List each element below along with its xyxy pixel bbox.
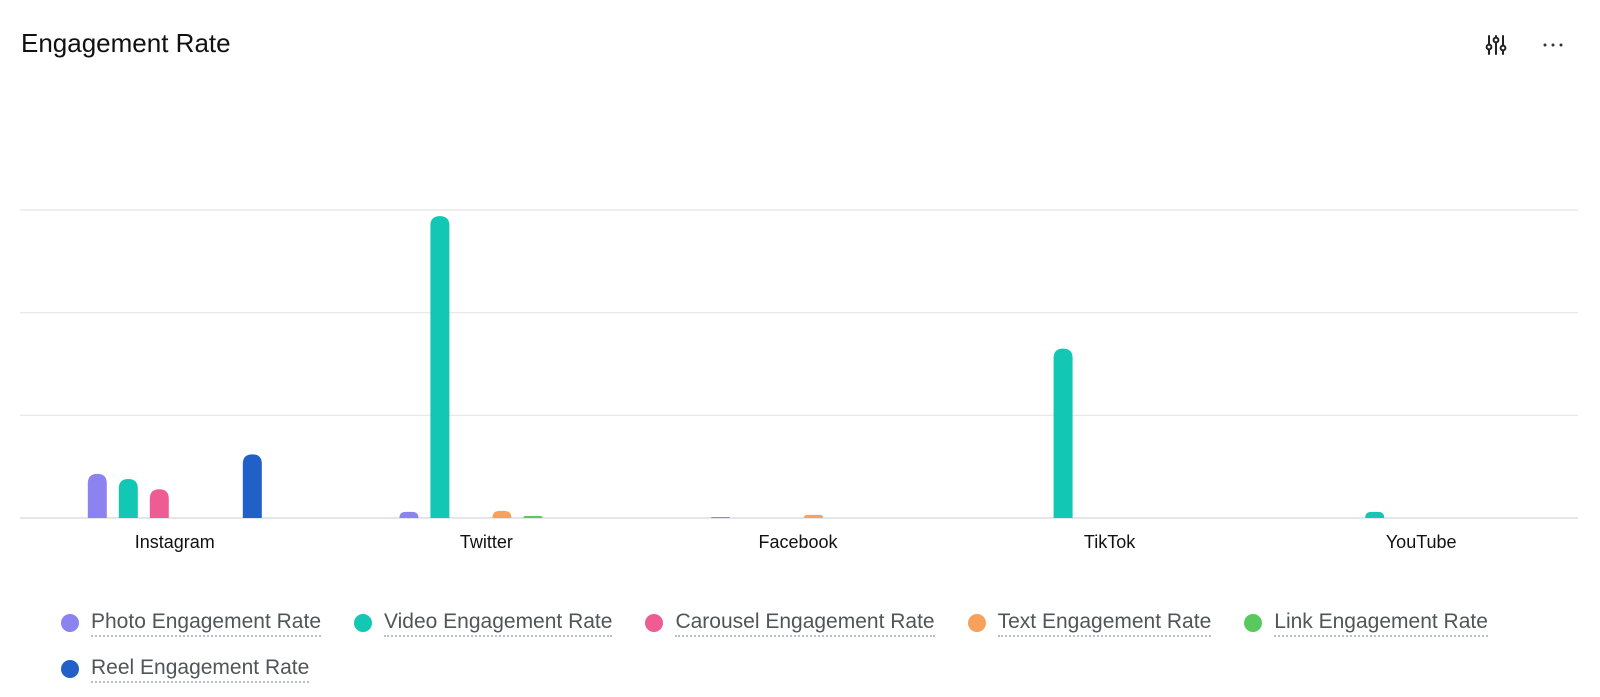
- more-horizontal-icon: [1543, 43, 1563, 47]
- legend-label: Link Engagement Rate: [1274, 610, 1488, 637]
- bar[interactable]: [118, 478, 138, 518]
- x-tick-label: Instagram: [135, 532, 215, 552]
- bar[interactable]: [430, 216, 450, 518]
- bar[interactable]: [242, 454, 262, 518]
- legend-item[interactable]: Text Engagement Rate: [965, 610, 1212, 637]
- x-tick-label: TikTok: [1084, 532, 1136, 552]
- filter-settings-button[interactable]: [1479, 28, 1513, 62]
- bar[interactable]: [1053, 348, 1073, 518]
- bar[interactable]: [399, 511, 419, 518]
- bar[interactable]: [149, 489, 169, 518]
- legend-label: Carousel Engagement Rate: [675, 610, 935, 637]
- bar[interactable]: [87, 473, 107, 518]
- legend-label: Text Engagement Rate: [997, 610, 1212, 637]
- x-tick-label: Twitter: [460, 532, 513, 552]
- legend-label: Video Engagement Rate: [384, 610, 613, 637]
- bar[interactable]: [492, 510, 512, 518]
- bar[interactable]: [711, 516, 730, 518]
- bar[interactable]: [804, 514, 823, 518]
- legend-item[interactable]: Video Engagement Rate: [351, 610, 613, 637]
- legend-swatch: [354, 614, 372, 632]
- legend-item[interactable]: Carousel Engagement Rate: [642, 610, 935, 637]
- legend-item[interactable]: Reel Engagement Rate: [58, 656, 310, 683]
- bar-chart: Instagram Twitter Facebook TikTok YouTube: [20, 209, 1578, 552]
- legend-swatch: [645, 614, 664, 632]
- x-tick-label: Facebook: [758, 532, 838, 552]
- bar[interactable]: [1365, 511, 1385, 518]
- legend-swatch: [967, 614, 986, 632]
- sliders-icon: [1485, 35, 1507, 55]
- legend-swatch: [1244, 614, 1263, 632]
- legend-label: Photo Engagement Rate: [91, 610, 321, 637]
- legend-row: Reel Engagement Rate: [58, 646, 1558, 692]
- legend-swatch: [61, 660, 79, 678]
- chart-legend: Photo Engagement Rate Video Engagement Ra…: [58, 600, 1558, 692]
- chart-title: Engagement Rate: [21, 28, 231, 58]
- bar[interactable]: [523, 515, 543, 518]
- legend-item[interactable]: Link Engagement Rate: [1241, 610, 1488, 637]
- x-tick-label: YouTube: [1386, 532, 1457, 552]
- legend-swatch: [61, 614, 79, 632]
- legend-item[interactable]: Photo Engagement Rate: [58, 610, 321, 637]
- legend-row: Photo Engagement Rate Video Engagement Ra…: [58, 600, 1558, 646]
- more-options-button[interactable]: [1536, 28, 1570, 62]
- legend-label: Reel Engagement Rate: [91, 656, 310, 683]
